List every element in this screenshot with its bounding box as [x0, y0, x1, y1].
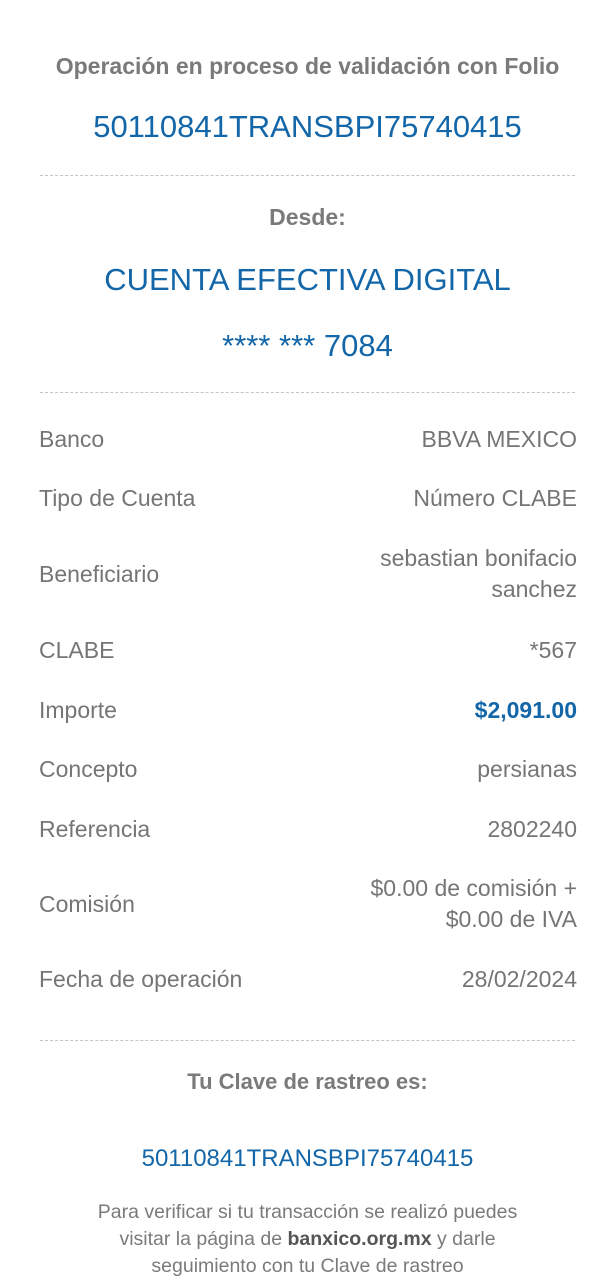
divider — [40, 392, 575, 393]
detail-label: Banco — [39, 426, 105, 452]
detail-value: 28/02/2024 — [461, 966, 577, 992]
account-name: CUENTA EFECTIVA DIGITAL — [104, 262, 511, 297]
detail-row-amount: Importe $2,091.00 — [39, 695, 577, 726]
detail-value: 2802240 — [487, 816, 577, 842]
detail-label: Beneficiario — [39, 560, 160, 587]
account-number-masked: **** *** 7084 — [222, 328, 393, 363]
detail-row-concept: Concepto persianas — [39, 754, 577, 785]
banxico-link[interactable]: banxico.org.mx — [287, 1228, 432, 1250]
from-label: Desde: — [269, 204, 346, 230]
operation-status-title: Operación en proceso de validación con F… — [55, 53, 560, 79]
detail-label: Tipo de Cuenta — [39, 485, 196, 511]
detail-label: Comisión — [39, 890, 135, 917]
detail-label: CLABE — [39, 637, 115, 663]
detail-row-beneficiary: Beneficiario sebastian bonifacio sanchez — [39, 543, 577, 605]
detail-value: $0.00 de comisión + $0.00 de IVA — [370, 875, 578, 932]
detail-row-bank: Banco BBVA MEXICO — [39, 424, 577, 455]
detail-value: persianas — [477, 756, 577, 782]
amount-value: $2,091.00 — [474, 697, 577, 723]
divider — [40, 175, 575, 176]
detail-label: Referencia — [39, 816, 151, 842]
detail-row-reference: Referencia 2802240 — [39, 814, 577, 845]
detail-value: BBVA MEXICO — [421, 426, 577, 452]
tracking-label: Tu Clave de rastreo es: — [187, 1069, 428, 1094]
detail-value: sebastian bonifacio sanchez — [380, 545, 577, 602]
detail-row-clabe: CLABE *567 — [39, 635, 577, 666]
detail-label: Importe — [39, 697, 117, 723]
divider — [40, 1040, 575, 1041]
detail-row-account-type: Tipo de Cuenta Número CLABE — [39, 483, 577, 514]
detail-label: Concepto — [39, 756, 138, 782]
verification-note: Para verificar si tu transacción se real… — [97, 1201, 518, 1277]
tracking-code: 50110841TRANSBPI75740415 — [141, 1145, 474, 1172]
folio-number: 50110841TRANSBPI75740415 — [93, 109, 522, 144]
detail-row-date: Fecha de operación 28/02/2024 — [39, 964, 577, 995]
detail-value: *567 — [529, 637, 577, 663]
detail-label: Fecha de operación — [39, 966, 243, 992]
detail-row-commission: Comisión $0.00 de comisión + $0.00 de IVA — [39, 873, 577, 935]
detail-value: Número CLABE — [413, 485, 577, 511]
